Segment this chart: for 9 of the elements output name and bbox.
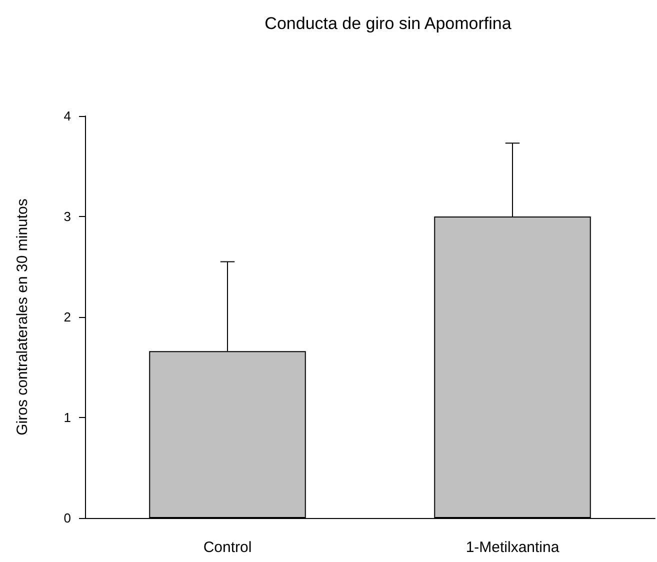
y-tick-label: 0 [64,510,71,526]
y-axis-title: Giros contralaterales en 30 minutos [14,198,31,436]
x-tick-label: 1-Metilxantina [466,539,560,556]
y-tick-label: 4 [64,108,71,124]
chart-title: Conducta de giro sin Apomorfina [264,14,512,33]
y-tick-label: 1 [64,410,71,425]
y-tick-label: 3 [64,209,71,224]
y-tick-label: 2 [64,310,71,324]
x-tick-label: Control [203,539,252,556]
